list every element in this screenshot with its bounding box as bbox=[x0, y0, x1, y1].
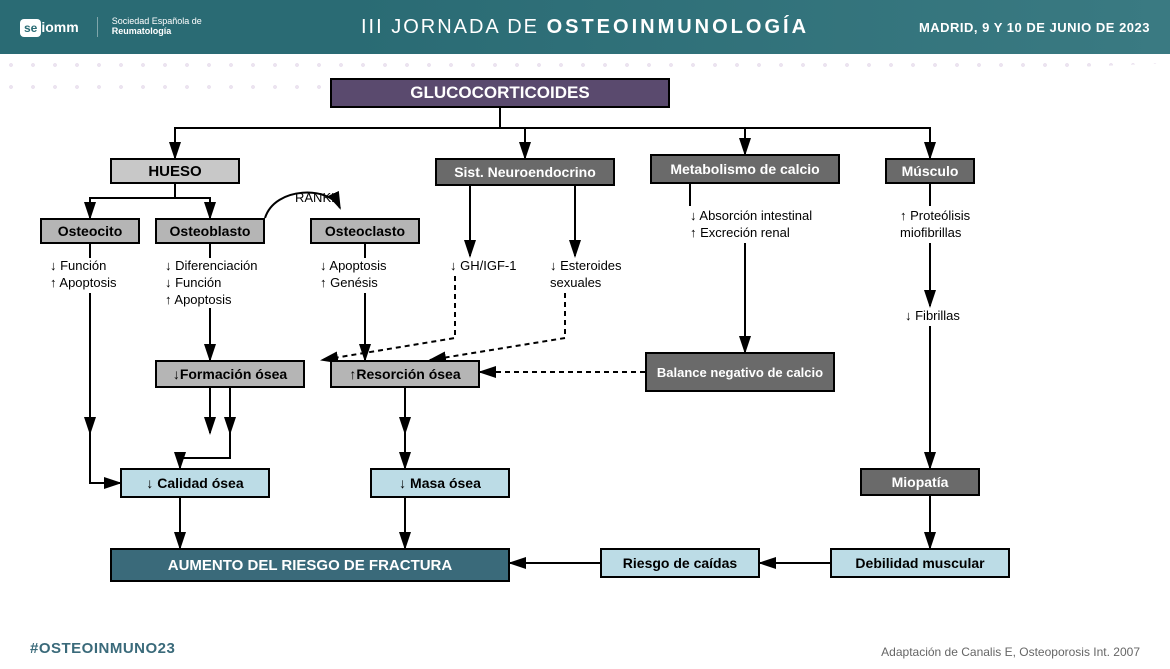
label-ester: ↓ Esteroides sexuales bbox=[550, 258, 622, 292]
edge-17 bbox=[430, 293, 565, 360]
header-title: III JORNADA DE OSTEOINMUNOLOGÍA bbox=[361, 16, 809, 39]
node-debilidad: Debilidad muscular bbox=[830, 548, 1010, 578]
label-rankl: RANKL bbox=[295, 190, 338, 207]
node-formacion: ↓Formación ósea bbox=[155, 360, 305, 388]
diagram-canvas: GLUCOCORTICOIDES HUESO Sist. Neuroendocrin… bbox=[30, 78, 1140, 633]
label-ghigf: ↓ GH/IGF-1 bbox=[450, 258, 516, 275]
edge-5 bbox=[175, 184, 210, 218]
edge-1 bbox=[500, 108, 525, 158]
edge-20 bbox=[90, 433, 120, 483]
header-title-prefix: III JORNADA DE bbox=[361, 16, 547, 38]
node-miopatia: Miopatía bbox=[860, 468, 980, 496]
node-resorcion: ↑Resorción ósea bbox=[330, 360, 480, 388]
node-musculo: Músculo bbox=[885, 158, 975, 184]
node-caidas: Riesgo de caídas bbox=[600, 548, 760, 578]
logo-seiomm-prefix: se bbox=[20, 19, 41, 37]
label-fibri: ↓ Fibrillas bbox=[905, 308, 960, 325]
node-metcal: Metabolismo de calcio bbox=[650, 154, 840, 184]
node-osteoblasto: Osteoblasto bbox=[155, 218, 265, 244]
edge-0 bbox=[175, 108, 500, 158]
node-masa: ↓ Masa ósea bbox=[370, 468, 510, 498]
label-apgen: ↓ Apoptosis↑ Genésis bbox=[320, 258, 387, 292]
node-neuro: Sist. Neuroendocrino bbox=[435, 158, 615, 186]
node-gluco: GLUCOCORTICOIDES bbox=[330, 78, 670, 108]
label-proteo: ↑ Proteólisis miofibrillas bbox=[900, 208, 970, 242]
node-hueso: HUESO bbox=[110, 158, 240, 184]
header-date: MADRID, 9 Y 10 DE JUNIO DE 2023 bbox=[919, 20, 1150, 35]
edge-4 bbox=[90, 184, 175, 218]
node-osteoclasto: Osteoclasto bbox=[310, 218, 420, 244]
edge-22 bbox=[180, 433, 230, 468]
node-osteocito: Osteocito bbox=[40, 218, 140, 244]
node-calidad: ↓ Calidad ósea bbox=[120, 468, 270, 498]
header-title-main: OSTEOINMUNOLOGÍA bbox=[547, 16, 809, 38]
label-difer: ↓ Diferenciación↓ Función↑ Apoptosis bbox=[165, 258, 258, 309]
edge-3 bbox=[500, 108, 930, 158]
logo-ser-line2: Reumatología bbox=[112, 27, 202, 37]
footer-citation: Adaptación de Canalis E, Osteoporosis In… bbox=[881, 645, 1140, 659]
logo-ser: Sociedad Española de Reumatología bbox=[97, 17, 202, 37]
logo-group: seiomm Sociedad Española de Reumatología bbox=[20, 17, 202, 37]
node-fractura: AUMENTO DEL RIESGO DE FRACTURA bbox=[110, 548, 510, 582]
logo-seiomm: seiomm bbox=[20, 19, 79, 35]
footer-hashtag: #OSTEOINMUNO23 bbox=[30, 640, 175, 657]
label-absorc: ↓ Absorción intestinal↑ Excreción renal bbox=[690, 208, 812, 242]
logo-seiomm-rest: iomm bbox=[41, 19, 78, 35]
edge-2 bbox=[500, 108, 745, 154]
label-funcion: ↓ Función↑ Apoptosis bbox=[50, 258, 117, 292]
page-header: seiomm Sociedad Española de Reumatología… bbox=[0, 0, 1170, 54]
node-balance: Balance negativo de calcio bbox=[645, 352, 835, 392]
